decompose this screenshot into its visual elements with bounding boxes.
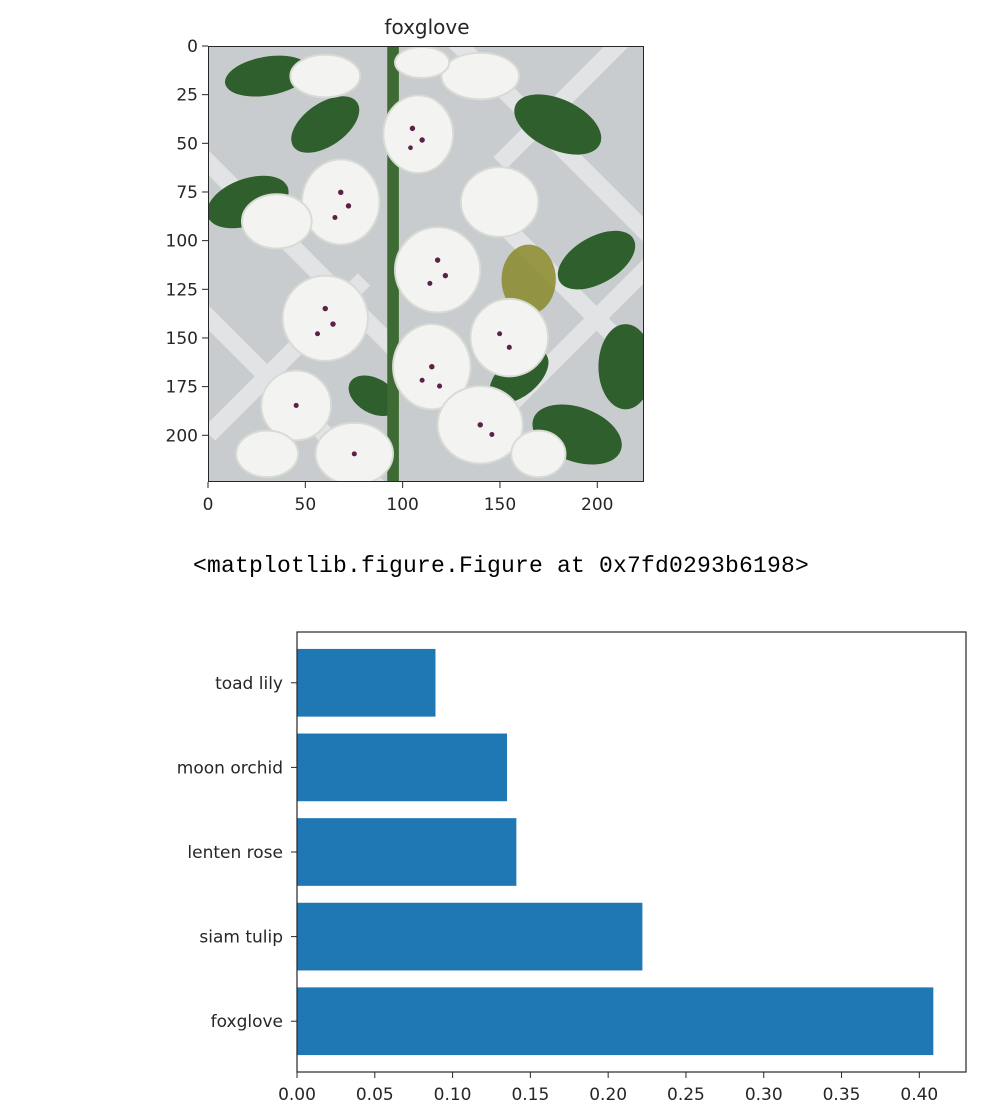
flower-image: [208, 46, 644, 482]
bar-x-tick-label: 0.15: [511, 1085, 549, 1105]
bar-foxglove: [297, 987, 934, 1056]
bar-x-tick-label: 0.25: [667, 1085, 705, 1105]
bar-moon-orchid: [297, 733, 508, 802]
image-y-tick-label: 100: [166, 232, 198, 252]
bar-x-tick-label: 0.20: [589, 1085, 627, 1105]
bar-x-ticks: 0.00 0.05 0.10 0.15 0.20 0.25 0.30 0.35 0.40: [278, 1072, 938, 1105]
bar-y-ticks: foxglove siam tulip lenten rose moon orchid…: [177, 674, 297, 1032]
bar-siam-tulip: [297, 902, 643, 971]
image-y-tick-label: 50: [176, 134, 198, 154]
bar-x-tick-label: 0.40: [900, 1085, 938, 1105]
image-y-tick-label: 175: [166, 378, 198, 398]
image-y-ticks: 0 25 50 75 100 125 150 175 200: [166, 37, 208, 446]
image-y-tick-label: 75: [176, 183, 198, 203]
bar-y-tick-label: toad lily: [215, 674, 283, 694]
figure-repr-output: <matplotlib.figure.Figure at 0x7fd0293b6…: [192, 553, 810, 579]
image-axes: 0 25 50 75 100 125 150 175 200 0 50 100 150 200: [166, 37, 614, 515]
image-y-tick-label: 25: [176, 86, 198, 106]
image-title: foxglove: [384, 15, 470, 39]
bar-y-tick-label: moon orchid: [177, 758, 283, 778]
bar-x-tick-label: 0.10: [434, 1085, 472, 1105]
bar-x-tick-label: 0.05: [356, 1085, 394, 1105]
image-y-tick-label: 200: [166, 426, 198, 446]
image-x-tick-label: 100: [386, 495, 418, 515]
flower-photo-icon: [209, 47, 643, 481]
bar-y-tick-label: siam tulip: [199, 928, 283, 948]
bar-layer: [297, 648, 934, 1056]
bar-y-tick-label: foxglove: [211, 1012, 283, 1032]
image-x-tick-label: 0: [203, 495, 214, 515]
image-y-tick-label: 0: [187, 37, 198, 57]
image-x-tick-label: 50: [295, 495, 317, 515]
bar-x-tick-label: 0.30: [745, 1085, 783, 1105]
image-y-tick-label: 150: [166, 329, 198, 349]
image-x-ticks: 0 50 100 150 200: [203, 482, 614, 515]
bar-x-tick-label: 0.35: [823, 1085, 861, 1105]
bar-x-tick-label: 0.00: [278, 1085, 316, 1105]
bar-y-tick-label: lenten rose: [187, 843, 283, 863]
image-x-tick-label: 150: [484, 495, 516, 515]
image-y-tick-label: 125: [166, 280, 198, 300]
bar-toad-lily: [297, 648, 436, 717]
image-x-tick-label: 200: [581, 495, 613, 515]
bar-lenten-rose: [297, 818, 517, 886]
